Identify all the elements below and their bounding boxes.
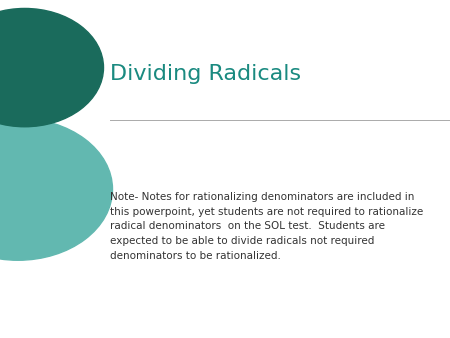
Circle shape	[0, 118, 112, 260]
Text: Note- Notes for rationalizing denominators are included in
this powerpoint, yet : Note- Notes for rationalizing denominato…	[110, 192, 423, 261]
Text: Dividing Radicals: Dividing Radicals	[110, 64, 302, 84]
Circle shape	[0, 8, 104, 127]
